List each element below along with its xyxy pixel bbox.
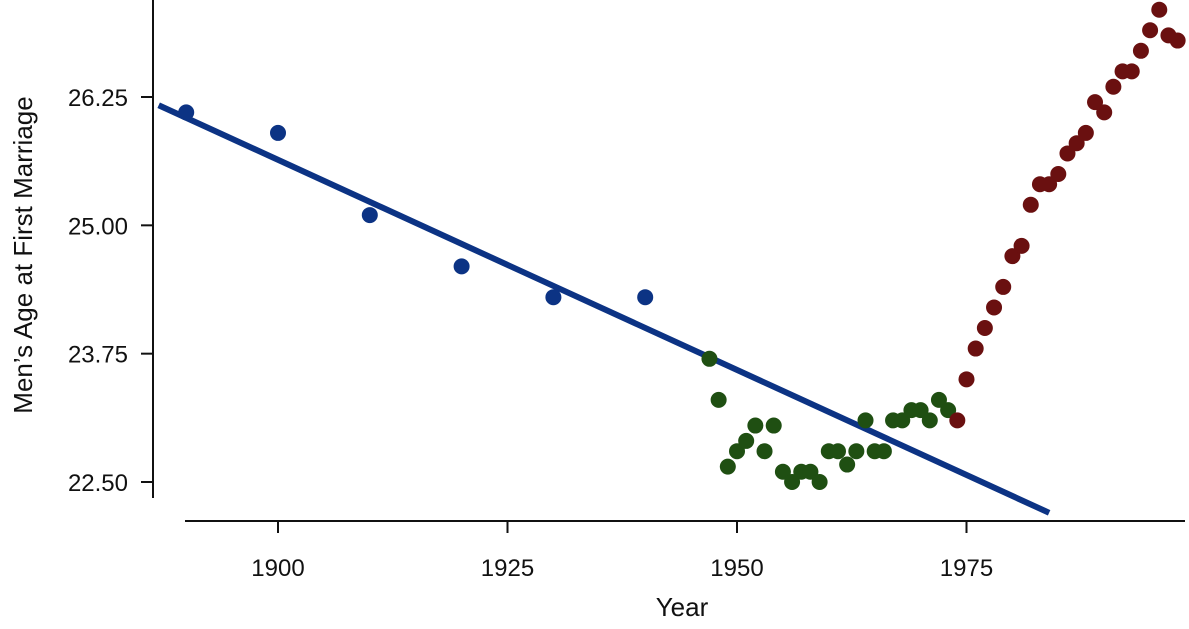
data-point [1022, 196, 1039, 213]
data-point [912, 402, 929, 419]
data-point [545, 289, 562, 306]
data-point [756, 443, 773, 460]
data-point [637, 289, 654, 306]
trend-line-layer [157, 102, 1051, 516]
data-point [976, 320, 993, 336]
y-tick-label: 25.00 [68, 213, 128, 240]
data-point [921, 412, 938, 429]
data-point [949, 412, 966, 429]
data-point [802, 463, 819, 480]
data-point [986, 299, 1003, 316]
data-point [1123, 63, 1140, 80]
data-point [1151, 1, 1168, 18]
data-point [829, 443, 846, 460]
data-point [453, 258, 470, 275]
data-point [701, 350, 718, 367]
data-point [1059, 145, 1076, 162]
x-tick-label: 1975 [940, 555, 993, 582]
data-point [1096, 104, 1113, 121]
data-point [774, 463, 791, 480]
data-point [1142, 22, 1159, 39]
data-point [1169, 32, 1186, 49]
data-point [1004, 248, 1021, 265]
x-tick-label: 1925 [481, 555, 534, 582]
y-axis: 22.50 23.75 25.00 26.25 [68, 0, 154, 498]
data-point [839, 456, 856, 473]
data-point [930, 391, 947, 408]
y-axis-title: Men’s Age at First Marriage [8, 96, 38, 413]
x-tick-label: 1900 [251, 555, 304, 582]
data-point [719, 458, 736, 475]
data-point [1077, 124, 1094, 141]
data-point [995, 278, 1012, 295]
data-point [1013, 237, 1030, 254]
data-points-layer [178, 1, 1186, 490]
data-point [1105, 78, 1122, 95]
data-point [1068, 135, 1085, 152]
data-point [1132, 42, 1149, 59]
data-point [178, 104, 195, 121]
data-point [875, 443, 892, 460]
x-axis: 1900 1925 1950 1975 [185, 520, 1185, 582]
y-tick-label: 22.50 [68, 470, 128, 497]
data-point [747, 417, 764, 434]
data-point [848, 443, 865, 460]
data-point [811, 474, 828, 490]
data-point [857, 412, 874, 429]
data-point [940, 402, 957, 419]
data-point [1041, 176, 1058, 193]
data-point [729, 443, 745, 460]
y-tick-label: 23.75 [68, 342, 128, 369]
y-tick-label: 26.25 [68, 85, 128, 112]
data-point [784, 474, 801, 490]
data-point [710, 391, 727, 408]
x-axis-title: Year [656, 592, 709, 622]
data-point [1050, 166, 1067, 182]
x-tick-label: 1950 [710, 555, 763, 582]
data-point [967, 340, 984, 357]
data-point [738, 432, 755, 449]
data-point [894, 412, 911, 429]
data-point [958, 371, 975, 388]
data-point [765, 417, 782, 434]
data-point [270, 124, 286, 141]
data-point [361, 207, 378, 224]
data-point [1087, 94, 1104, 111]
trend-line [157, 102, 1051, 516]
